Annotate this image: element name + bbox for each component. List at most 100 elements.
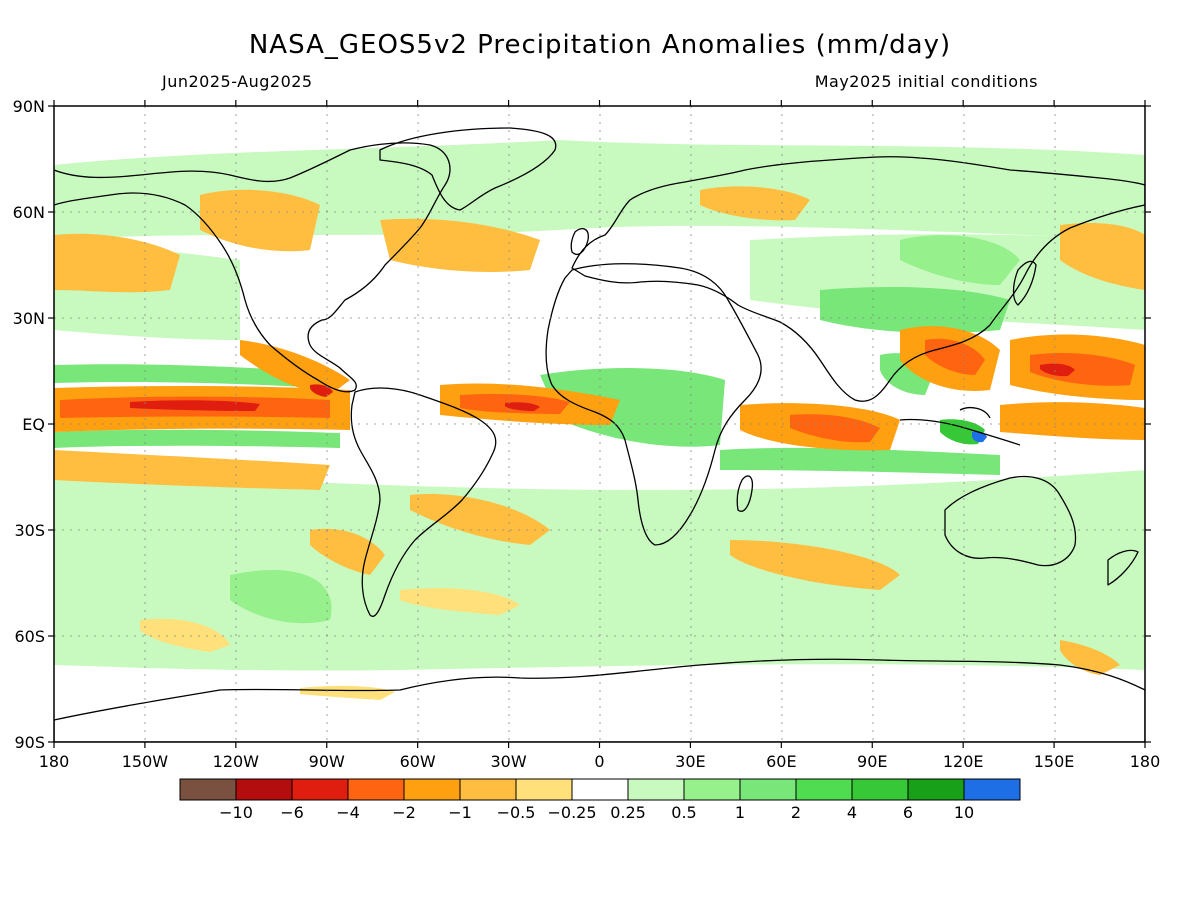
anomaly-moderate-positive bbox=[540, 368, 725, 447]
colorbar-swatch bbox=[571, 778, 629, 801]
colorbar-swatch bbox=[683, 778, 741, 801]
colorbar-swatch bbox=[459, 778, 517, 801]
coastline-australia bbox=[944, 475, 1077, 567]
x-tick-label: 0 bbox=[594, 752, 604, 771]
coastline-madagascar bbox=[736, 475, 754, 512]
coastline-antarctica bbox=[54, 658, 1145, 742]
colorbar-label: 10 bbox=[954, 803, 974, 822]
coastline-uk bbox=[570, 228, 589, 255]
period-subtitle: Jun2025-Aug2025 bbox=[161, 72, 313, 91]
colorbar-label: 0.25 bbox=[610, 803, 646, 822]
coastlines bbox=[54, 127, 1145, 742]
anomaly-field bbox=[54, 140, 1145, 700]
colorbar-swatch bbox=[627, 778, 685, 801]
colorbar-swatch bbox=[515, 778, 573, 801]
map-title: NASA_GEOS5v2 Precipitation Anomalies (mm… bbox=[249, 30, 951, 60]
anomaly-moderate-positive bbox=[820, 287, 1010, 333]
initial-conditions-subtitle: May2025 initial conditions bbox=[815, 72, 1038, 91]
y-tick-label: EQ bbox=[22, 415, 45, 434]
anomaly-moderate-positive bbox=[54, 429, 340, 448]
anomaly-moderate-negative bbox=[200, 189, 320, 252]
colorbar-swatch bbox=[235, 778, 293, 801]
x-tick-label: 30E bbox=[675, 752, 705, 771]
colorbar-label: −1 bbox=[448, 803, 472, 822]
x-tick-label: 60E bbox=[766, 752, 796, 771]
x-tick-label: 180 bbox=[1130, 752, 1161, 771]
x-tick-label: 60W bbox=[400, 752, 436, 771]
anomaly-moderate-positive bbox=[720, 447, 1000, 475]
anomaly-weak-negative bbox=[300, 685, 395, 700]
anomaly-weak-positive bbox=[54, 140, 1145, 240]
anomaly-moderate-negative bbox=[54, 450, 330, 490]
y-tick-label: 90S bbox=[14, 733, 45, 752]
anomaly-moderate-negative bbox=[54, 233, 180, 293]
colorbar-label: −4 bbox=[336, 803, 360, 822]
colorbar-label: 0.5 bbox=[671, 803, 696, 822]
colorbar-label: −0.5 bbox=[497, 803, 536, 822]
colorbar-label: −6 bbox=[280, 803, 304, 822]
anomaly-moderate-negative bbox=[1060, 223, 1145, 290]
coastline-south-america bbox=[350, 387, 497, 617]
longitude-axis: 180 150W 120W 90W 60W 30W 0 30E 60E 90E 120E 150E 18… bbox=[39, 100, 1161, 771]
colorbar-swatch bbox=[179, 778, 237, 801]
colorbar: −10 −6 −4 −2 −1 −0.5 −0.25 0.25 0.5 1 2 4 6 10 bbox=[179, 778, 1021, 822]
x-tick-label: 150W bbox=[122, 752, 169, 771]
anomaly-strong-negative bbox=[240, 340, 350, 395]
x-tick-label: 90W bbox=[309, 752, 345, 771]
anomaly-very-strong-negative bbox=[925, 338, 985, 375]
anomaly-very-strong-negative bbox=[790, 414, 880, 443]
latitude-axis: 90N 60N 30N EQ 30S 60S 90S bbox=[13, 97, 1151, 752]
colorbar-swatch bbox=[907, 778, 965, 801]
coastline-eurasia bbox=[571, 156, 1145, 402]
anomaly-weak-negative bbox=[140, 618, 230, 652]
anomaly-moderate-negative bbox=[730, 540, 900, 590]
anomaly-very-strong-negative bbox=[505, 402, 540, 411]
colorbar-label: 1 bbox=[735, 803, 745, 822]
colorbar-swatch bbox=[963, 778, 1021, 801]
y-tick-label: 90N bbox=[13, 97, 45, 116]
anomaly-moderate-positive bbox=[230, 570, 332, 624]
anomaly-weak-negative bbox=[400, 588, 520, 615]
coastline-north-america bbox=[54, 142, 451, 393]
anomaly-moderate-negative bbox=[310, 528, 385, 575]
anomaly-very-strong-negative bbox=[1040, 363, 1075, 377]
colorbar-label: −2 bbox=[392, 803, 416, 822]
x-tick-label: 90E bbox=[857, 752, 887, 771]
map-panel bbox=[54, 106, 1145, 742]
colorbar-label: −0.25 bbox=[547, 803, 596, 822]
anomaly-very-strong-negative bbox=[130, 400, 260, 411]
y-tick-label: 60S bbox=[14, 627, 45, 646]
colorbar-label: 2 bbox=[791, 803, 801, 822]
x-tick-label: 150E bbox=[1034, 752, 1075, 771]
y-tick-label: 30S bbox=[14, 521, 45, 540]
colorbar-swatch bbox=[403, 778, 461, 801]
coastline-indonesia bbox=[899, 407, 1021, 446]
colorbar-swatch bbox=[795, 778, 853, 801]
coastline-africa bbox=[545, 263, 762, 546]
y-tick-label: 60N bbox=[13, 203, 45, 222]
coastline-new-zealand bbox=[1107, 549, 1139, 586]
anomaly-moderate-negative bbox=[380, 218, 540, 272]
anomaly-moderate-negative bbox=[410, 494, 550, 545]
anomaly-very-strong-negative bbox=[1030, 353, 1135, 386]
colorbar-label: −10 bbox=[219, 803, 253, 822]
coastline-japan bbox=[1012, 260, 1037, 306]
colorbar-swatch bbox=[851, 778, 909, 801]
coastline-greenland bbox=[379, 127, 557, 211]
colorbar-swatch bbox=[291, 778, 349, 801]
graticule bbox=[54, 106, 1145, 742]
x-tick-label: 30W bbox=[490, 752, 526, 771]
anomaly-moderate-positive bbox=[54, 364, 320, 388]
y-tick-label: 30N bbox=[13, 309, 45, 328]
x-tick-label: 180 bbox=[39, 752, 70, 771]
colorbar-label: 4 bbox=[847, 803, 857, 822]
colorbar-swatch bbox=[739, 778, 797, 801]
anomaly-strong-negative bbox=[1000, 402, 1145, 440]
anomaly-moderate-positive bbox=[900, 235, 1020, 285]
x-tick-label: 120W bbox=[213, 752, 260, 771]
anomaly-moderate-negative bbox=[1060, 640, 1120, 675]
colorbar-label: 6 bbox=[903, 803, 913, 822]
colorbar-swatch bbox=[347, 778, 405, 801]
x-tick-label: 120E bbox=[943, 752, 984, 771]
